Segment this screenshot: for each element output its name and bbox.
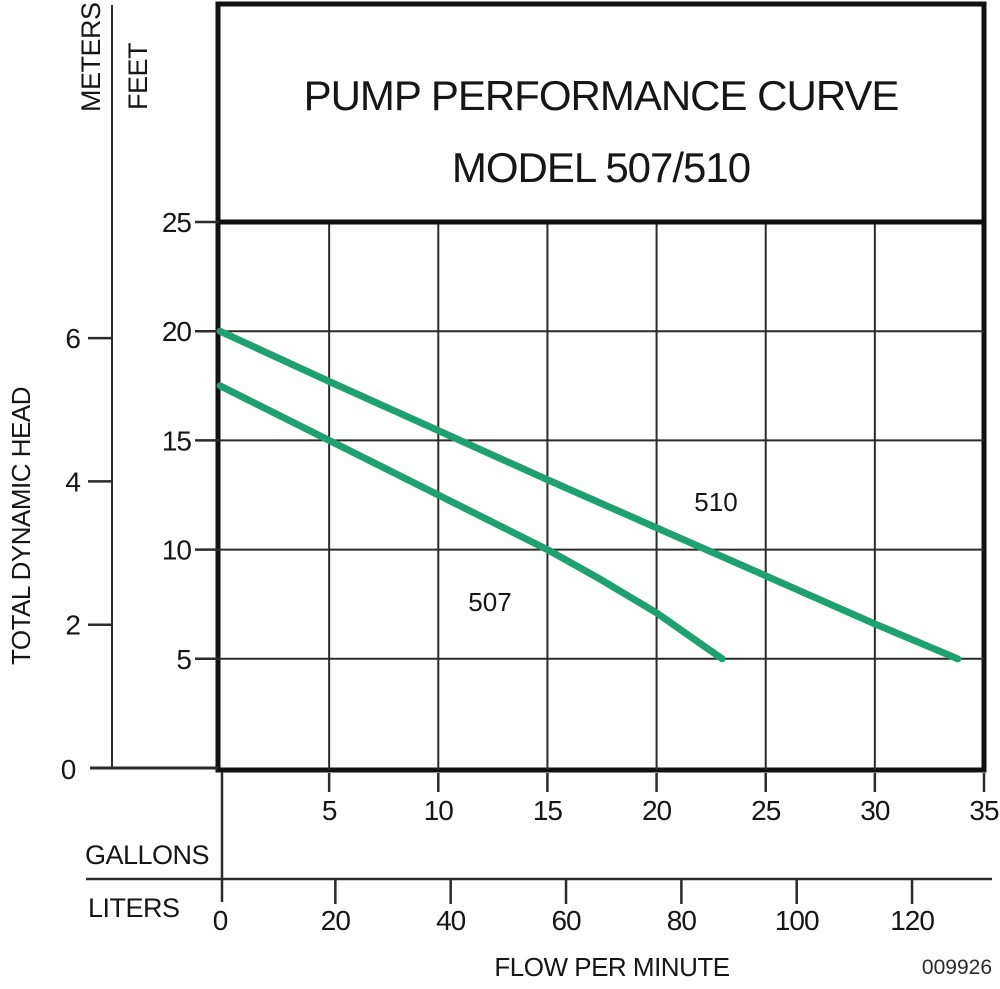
gallons-tick-label-20: 20 [642,795,672,826]
liters-tick-label-100: 100 [775,905,819,936]
liters-tick-label-20: 20 [321,905,351,936]
gallons-tick-label-30: 30 [860,795,890,826]
pump-curve-507 [216,382,726,663]
part-number: 009926 [922,956,992,979]
feet-unit-label: FEET [123,43,153,110]
gallons-tick-label-35: 35 [969,795,999,826]
meters-tick-label-4: 4 [65,466,80,497]
feet-tick-label-10: 10 [162,535,192,566]
zero-tick-label: 0 [61,754,76,785]
chart-title-line2: MODEL 507/510 [452,144,750,191]
curve-label-507: 507 [468,587,511,617]
liters-tick-label-60: 60 [551,905,581,936]
gallons-tick-label-15: 15 [533,795,563,826]
gallons-tick-label-5: 5 [322,795,337,826]
y-axis-title: TOTAL DYNAMIC HEAD [6,387,36,665]
chart-title-line1: PUMP PERFORMANCE CURVE [304,72,899,119]
gallons-tick-label-25: 25 [751,795,781,826]
liters-tick-label-0: 0 [213,905,228,936]
liters-tick-label-120: 120 [890,905,934,936]
liters-tick-label-40: 40 [436,905,466,936]
curve-label-510: 510 [694,487,737,517]
feet-tick-label-5: 5 [176,644,191,675]
x-axis-title: FLOW PER MINUTE [494,952,729,982]
feet-tick-label-25: 25 [162,207,192,238]
liters-row-label: LITERS [88,893,180,923]
meters-unit-label: METERS [76,2,106,112]
feet-tick-label-15: 15 [162,425,192,456]
meters-tick-label-2: 2 [65,610,80,641]
liters-tick-label-80: 80 [667,905,697,936]
meters-tick-label-6: 6 [65,323,80,354]
gallons-row-label: GALLONS [85,840,209,870]
gallons-tick-label-10: 10 [424,795,454,826]
pump-curve-510 [216,327,962,663]
feet-tick-label-20: 20 [162,316,192,347]
